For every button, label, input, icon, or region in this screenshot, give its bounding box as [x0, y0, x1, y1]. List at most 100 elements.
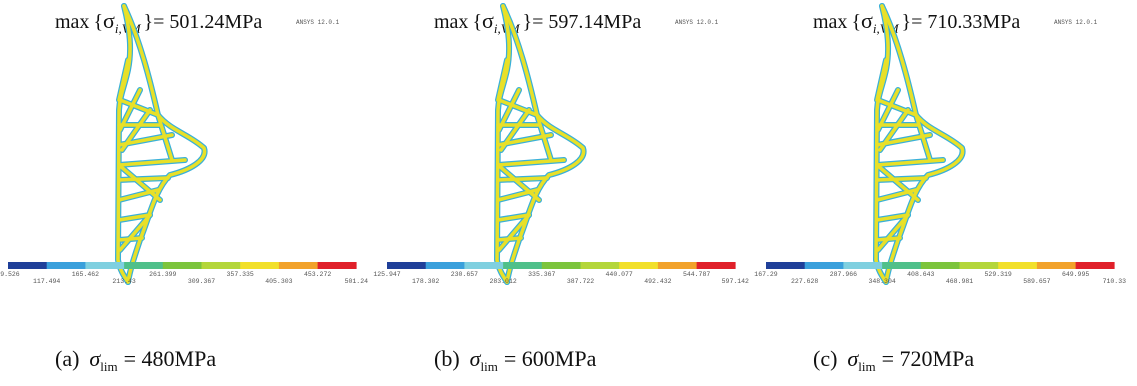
caption-label: (a) [55, 346, 79, 371]
structure [876, 6, 963, 282]
caption-subscript: lim [858, 359, 875, 374]
colorbar-label: 125.947 [373, 271, 400, 278]
figure: max{σi,VM}= 501.24MPa ANSYS 12.0.1 69.526 1… [0, 0, 1137, 386]
brace: } [144, 11, 154, 33]
colorbar-segment [697, 262, 736, 269]
colorbar-label: 230.657 [451, 271, 478, 278]
colorbar-segment [85, 262, 124, 269]
colorbar-segment [805, 262, 844, 269]
title-prefix: max [55, 11, 89, 33]
caption-label: (c) [813, 346, 837, 371]
colorbar-label: 167.29 [754, 271, 778, 278]
colorbar-segment [8, 262, 47, 269]
colorbar-label: 348.304 [868, 278, 895, 285]
colorbar-label: 387.722 [567, 278, 594, 285]
colorbar-segment [318, 262, 357, 269]
panel: max{σi,VM}= 501.24MPa ANSYS 12.0.1 69.526 1… [0, 6, 368, 374]
colorbar-segment [998, 262, 1037, 269]
brace: } [523, 11, 533, 33]
colorbar-label: 468.981 [946, 278, 973, 285]
colorbar-segment [163, 262, 202, 269]
colorbar-label: 544.787 [683, 271, 710, 278]
member [119, 160, 185, 165]
colorbar-label: 178.302 [412, 278, 439, 285]
software-label: ANSYS 12.0.1 [296, 19, 340, 26]
colorbar-segment [1076, 262, 1115, 269]
colorbar-label: 309.367 [188, 278, 215, 285]
title-prefix: max [813, 11, 847, 33]
colorbar-label: 405.303 [265, 278, 292, 285]
colorbar-label: 597.142 [722, 278, 749, 285]
title-symbol: σ [103, 8, 115, 33]
colorbar-label: 589.657 [1023, 278, 1050, 285]
caption: (a)σlim= 480MPa [55, 346, 216, 374]
panel: max{σi,VM}= 597.14MPa ANSYS 12.0.1 125.947… [373, 6, 749, 374]
brace: { [93, 11, 103, 33]
panel: max{σi,VM}= 710.33MPa ANSYS 12.0.1 167.29 2… [754, 6, 1126, 374]
title-symbol: σ [861, 8, 873, 33]
panel-title: max{σi,VM}= 501.24MPa [55, 8, 262, 36]
caption-value: = 720MPa [882, 346, 975, 371]
colorbar-segment [202, 262, 241, 269]
colorbar-label: 440.077 [606, 271, 633, 278]
title-value: = 597.14MPa [532, 11, 641, 33]
title-symbol: σ [482, 8, 494, 33]
colorbar-segment [47, 262, 86, 269]
member [498, 160, 564, 165]
colorbar-label: 492.432 [644, 278, 671, 285]
colorbar-label: 357.335 [227, 271, 254, 278]
colorbar-segment [279, 262, 318, 269]
colorbar-segment [542, 262, 581, 269]
software-label: ANSYS 12.0.1 [1054, 19, 1098, 26]
caption: (c)σlim= 720MPa [813, 346, 974, 374]
caption-label: (b) [434, 346, 460, 371]
member [498, 178, 547, 180]
caption: (b)σlim= 600MPa [434, 346, 597, 374]
member [877, 178, 926, 180]
caption-value: = 600MPa [504, 346, 597, 371]
brace: } [902, 11, 912, 33]
colorbar-segment [124, 262, 163, 269]
colorbar-segment [658, 262, 697, 269]
colorbar-segment [240, 262, 279, 269]
colorbar-label: 287.966 [830, 271, 857, 278]
colorbar-segment [960, 262, 999, 269]
colorbar-segment [766, 262, 805, 269]
colorbar-label: 408.643 [907, 271, 934, 278]
caption-value: = 480MPa [124, 346, 217, 371]
panel-title: max{σi,VM}= 597.14MPa [434, 8, 641, 36]
member [119, 178, 168, 180]
caption-subscript: lim [481, 359, 498, 374]
colorbar-segment [921, 262, 960, 269]
colorbar-segment [843, 262, 882, 269]
title-value: = 710.33MPa [911, 11, 1020, 33]
brace: { [851, 11, 861, 33]
colorbar-segment [1037, 262, 1076, 269]
title-prefix: max [434, 11, 468, 33]
colorbar-label: 165.462 [72, 271, 99, 278]
panel-title: max{σi,VM}= 710.33MPa [813, 8, 1020, 36]
colorbar-label: 453.272 [304, 271, 331, 278]
colorbar-segment [464, 262, 503, 269]
colorbar-segment [581, 262, 620, 269]
colorbar-label: 335.367 [528, 271, 555, 278]
colorbar-label: 501.24 [345, 278, 369, 285]
colorbar-label: 649.995 [1062, 271, 1089, 278]
caption-subscript: lim [100, 359, 117, 374]
colorbar-segment [882, 262, 921, 269]
structure [118, 6, 205, 282]
colorbar-label: 529.319 [985, 271, 1012, 278]
colorbar-segment [426, 262, 465, 269]
structure [497, 6, 584, 282]
colorbar-label: 69.526 [0, 271, 20, 278]
colorbar-label: 117.494 [33, 278, 60, 285]
colorbar-label: 261.399 [149, 271, 176, 278]
colorbar-label: 213.43 [112, 278, 136, 285]
colorbar-label: 283.012 [489, 278, 516, 285]
colorbar-label: 227.628 [791, 278, 818, 285]
software-label: ANSYS 12.0.1 [675, 19, 719, 26]
title-value: = 501.24MPa [153, 11, 262, 33]
colorbar-label: 710.33 [1103, 278, 1127, 285]
member [877, 160, 943, 165]
colorbar-segment [619, 262, 658, 269]
